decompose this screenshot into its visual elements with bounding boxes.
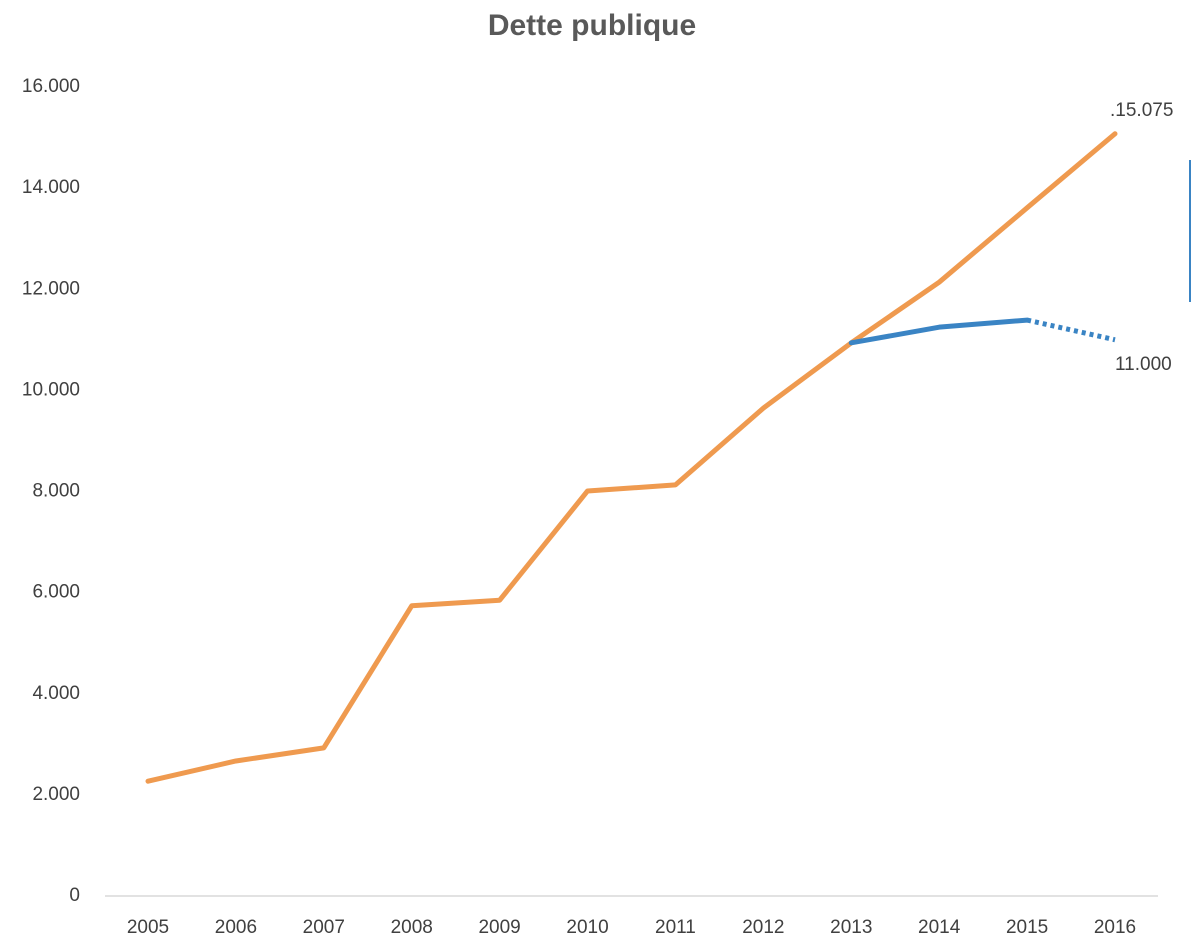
series-line [848,317,1030,346]
x-tick-label: 2016 [1094,917,1136,938]
series-line [145,131,1118,784]
y-tick-label: 16.000 [22,76,80,97]
x-tick-label: 2010 [566,917,608,938]
y-tick-label: 10.000 [22,379,80,400]
x-tick-label: 2008 [391,917,433,938]
y-tick-label: 8.000 [32,481,80,502]
x-tick-label: 2014 [918,917,961,938]
x-tick-label: 2013 [830,917,872,938]
y-tick-label: 12.000 [22,278,80,299]
x-tick-label: 2015 [1006,917,1048,938]
x-tick-label: 2007 [303,917,345,938]
data-label: .15.075 [1110,100,1173,121]
y-tick-label: 4.000 [32,683,80,704]
y-tick-label: 0 [69,885,80,906]
y-tick-label: 6.000 [32,582,80,603]
series-line [1026,317,1116,343]
x-tick-label: 2009 [478,917,520,938]
chart-title: Dette publique [488,9,696,42]
x-tick-label: 2012 [742,917,784,938]
x-tick-label: 2011 [655,917,696,938]
x-tick-label: 2005 [127,917,169,938]
y-tick-label: 2.000 [32,784,80,805]
y-tick-label: 14.000 [22,177,80,198]
data-label: 11.000 [1115,354,1172,375]
x-tick-label: 2006 [215,917,257,938]
